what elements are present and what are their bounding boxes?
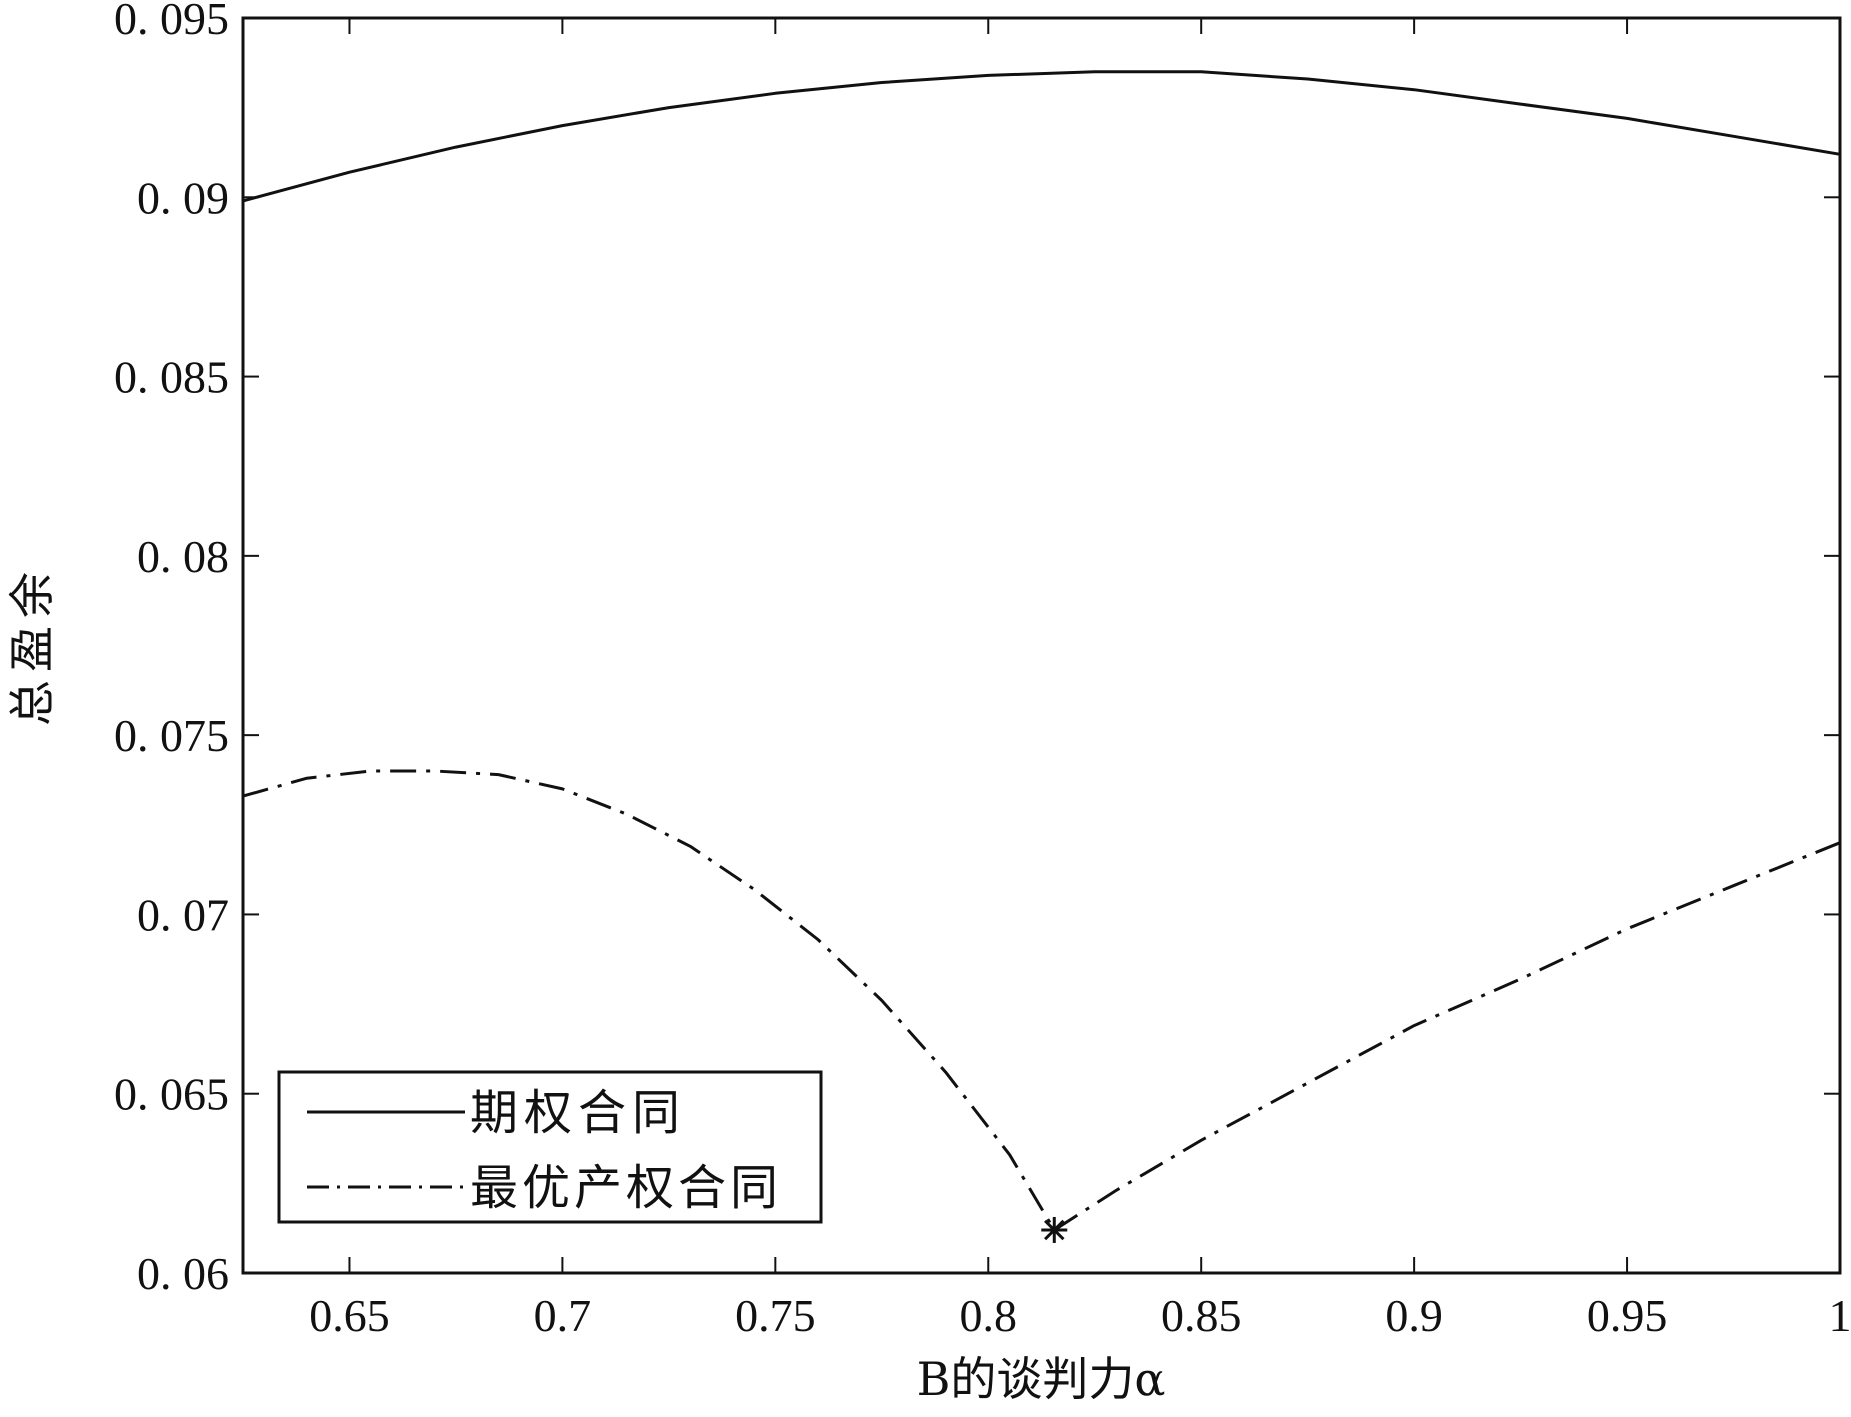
y-tick-label: 0. 095 [114, 0, 229, 44]
x-tick-label: 0.85 [1161, 1290, 1242, 1341]
x-tick-label: 0.75 [735, 1290, 816, 1341]
legend-label-optimal: 最优产权合同 [470, 1160, 782, 1216]
series-line-optimal-property-rights [242, 769, 1841, 1232]
x-tick-label: 0.95 [1587, 1290, 1668, 1341]
y-tick-label: 0. 065 [114, 1069, 229, 1120]
y-tick-labels: 0. 06 0. 065 0. 07 0. 075 0. 08 0. 085 0. 09 0.… [114, 0, 229, 1299]
series-layer [242, 70, 1841, 1232]
x-tick-label: 0.65 [309, 1290, 390, 1341]
legend: 期权合同 最优产权合同 [277, 1070, 823, 1224]
x-tick-label: 1 [1829, 1290, 1851, 1341]
legend-label-option: 期权合同 [470, 1085, 686, 1141]
plot-area [241, 16, 1842, 1275]
tick-marks [243, 17, 1841, 1274]
x-tick-label: 0.7 [534, 1290, 592, 1341]
x-tick-label: 0.8 [960, 1290, 1018, 1341]
series-line-option-contract [242, 70, 1841, 203]
y-tick-label: 0. 09 [137, 172, 229, 223]
y-tick-label: 0. 06 [137, 1248, 229, 1299]
y-tick-label: 0. 085 [114, 352, 229, 403]
x-tick-labels: 0.65 0.7 0.75 0.8 0.85 0.9 0.95 1 [309, 1290, 1851, 1341]
x-axis-title: B的谈判力α [917, 1352, 1166, 1406]
y-tick-label: 0. 07 [137, 889, 229, 940]
annotation-layer [1041, 1216, 1068, 1243]
y-axis-title: 总盈余 [5, 564, 59, 726]
y-tick-label: 0. 075 [114, 710, 229, 761]
min-point-star-marker [1041, 1216, 1068, 1243]
y-tick-label: 0. 08 [137, 531, 229, 582]
x-tick-label: 0.9 [1385, 1290, 1443, 1341]
legend-box [277, 1070, 823, 1224]
